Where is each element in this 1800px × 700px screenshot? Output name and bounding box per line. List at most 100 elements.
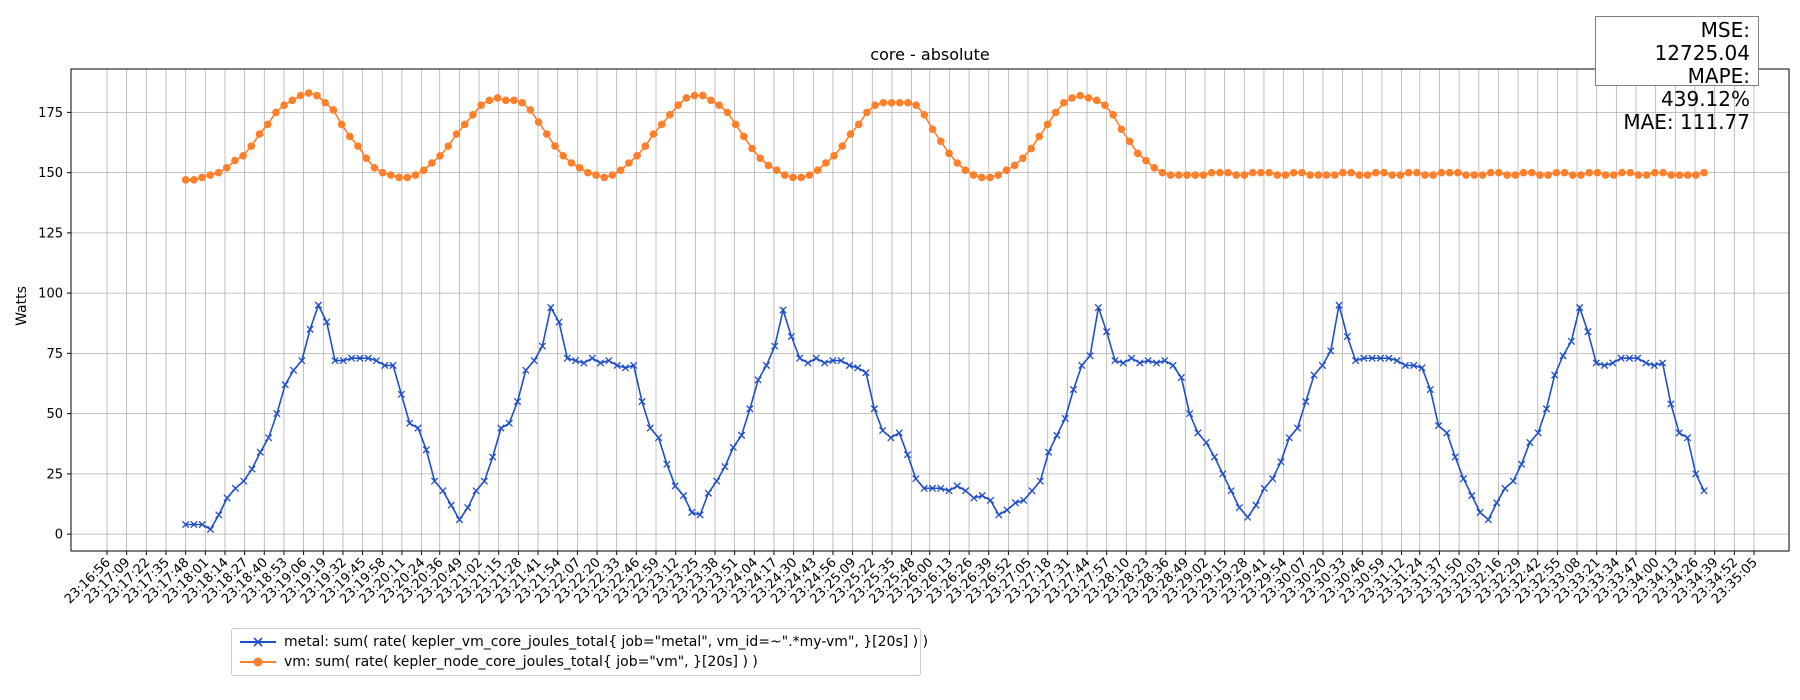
data-point — [1601, 171, 1610, 179]
data-point — [1020, 496, 1028, 505]
data-point — [969, 171, 978, 179]
data-point — [505, 419, 513, 427]
data-point — [567, 159, 576, 167]
data-point — [666, 110, 674, 119]
data-point — [1437, 168, 1446, 177]
data-point — [731, 120, 740, 129]
data-point — [1035, 132, 1044, 141]
data-point — [1404, 168, 1413, 177]
data-point — [1084, 94, 1093, 102]
data-point — [493, 94, 502, 102]
data-point — [501, 96, 510, 105]
data-point — [871, 101, 879, 109]
data-point — [1584, 328, 1592, 336]
data-point — [206, 525, 215, 533]
data-point — [1322, 171, 1331, 179]
data-point — [1609, 359, 1617, 367]
data-point — [978, 173, 986, 182]
data-point — [1318, 361, 1327, 370]
data-point — [1509, 477, 1517, 485]
data-point — [1371, 168, 1380, 177]
data-point — [1310, 371, 1318, 379]
data-point — [616, 166, 625, 175]
data-point — [820, 359, 829, 367]
data-point — [547, 303, 555, 312]
data-point — [1667, 171, 1676, 179]
data-point — [729, 443, 737, 452]
data-point — [1634, 354, 1642, 362]
data-point — [563, 354, 571, 362]
data-point — [846, 130, 855, 138]
data-point — [222, 164, 231, 172]
data-point — [422, 446, 430, 454]
mape-value: MAPE: 439.12% — [1661, 64, 1750, 111]
data-point — [1069, 385, 1078, 394]
data-point — [1268, 475, 1277, 483]
data-point — [323, 318, 331, 326]
data-point — [1462, 171, 1470, 179]
data-point — [1136, 359, 1144, 367]
data-point — [1086, 352, 1094, 360]
data-point — [1418, 364, 1426, 372]
data-point — [273, 409, 281, 418]
data-point — [887, 98, 896, 107]
data-point — [748, 144, 756, 153]
data-point — [1285, 434, 1293, 442]
data-point — [937, 484, 945, 492]
data-point — [903, 450, 912, 459]
data-point — [1161, 356, 1169, 365]
data-point — [813, 166, 822, 175]
y-tick-label: 125 — [38, 226, 63, 241]
data-point — [1068, 94, 1076, 102]
data-point — [1199, 171, 1208, 179]
y-tick-label: 100 — [38, 287, 63, 302]
data-point — [1618, 168, 1626, 177]
data-point — [953, 159, 961, 167]
y-axis-label: Watts — [14, 286, 30, 326]
data-point — [1380, 168, 1388, 177]
data-point — [1202, 438, 1210, 447]
data-point — [1443, 429, 1451, 437]
data-point — [1314, 171, 1323, 179]
data-point — [1293, 424, 1302, 432]
data-point — [830, 151, 838, 160]
data-point — [356, 354, 364, 362]
data-point — [945, 487, 953, 495]
data-point — [920, 484, 928, 492]
data-point — [439, 487, 447, 495]
data-point — [1101, 101, 1109, 109]
data-point — [1240, 171, 1249, 179]
data-point — [469, 110, 477, 119]
data-point — [288, 96, 297, 105]
data-point — [1401, 361, 1410, 370]
data-point — [387, 171, 395, 179]
data-point — [1700, 168, 1708, 177]
data-point — [452, 130, 461, 138]
data-point — [696, 511, 704, 519]
data-point — [1692, 470, 1700, 478]
x-axis: 23:16:5623:17:0923:17:2223:17:3523:17:48… — [62, 551, 1761, 607]
y-tick-label: 75 — [46, 347, 63, 362]
data-point — [796, 354, 804, 362]
data-point — [1355, 171, 1364, 179]
data-point — [1169, 361, 1177, 370]
data-point — [804, 359, 812, 367]
data-point — [1650, 361, 1658, 370]
data-point — [1468, 491, 1476, 500]
data-point — [513, 397, 522, 406]
data-point — [542, 130, 551, 138]
data-point — [592, 171, 600, 179]
data-point — [231, 156, 239, 165]
data-point — [1658, 359, 1667, 367]
data-point — [928, 125, 937, 134]
data-point — [1527, 168, 1536, 177]
data-point — [1413, 168, 1421, 177]
data-point — [447, 501, 455, 509]
data-point — [346, 132, 354, 141]
data-point — [190, 520, 198, 529]
data-point — [477, 101, 485, 109]
data-point — [1625, 354, 1634, 362]
data-point — [571, 356, 580, 365]
data-point — [1257, 168, 1265, 177]
data-point — [1002, 166, 1011, 175]
